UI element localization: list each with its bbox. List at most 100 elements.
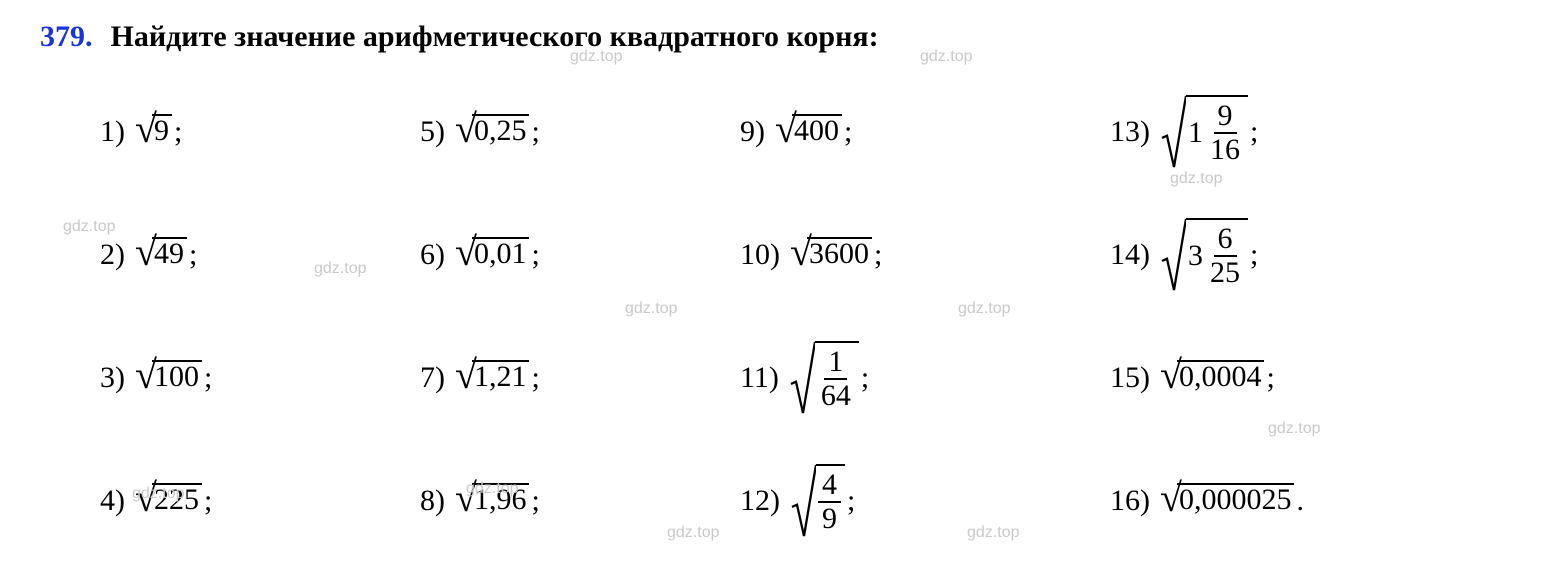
sqrt-expression: 1916	[1160, 95, 1248, 169]
radicand: 3625	[1186, 218, 1248, 292]
item-number: 7)	[420, 361, 445, 395]
item-number: 16)	[1110, 484, 1150, 518]
sqrt-expression: √225	[135, 477, 202, 524]
denominator: 25	[1206, 257, 1244, 288]
item-number: 9)	[740, 115, 765, 149]
sqrt-sign-icon	[1160, 218, 1186, 292]
punctuation: ;	[531, 484, 539, 518]
radicand: 0,0004	[1177, 360, 1265, 394]
sqrt-expression: √1,21	[455, 354, 529, 401]
items-grid: 1)√9;2)√49;3)√100;4)√225; 5)√0,25;6)√0,0…	[40, 84, 1524, 548]
problem-header: 379. Найдите значение арифметического кв…	[40, 20, 1524, 54]
sqrt-expression: 3625	[1160, 218, 1248, 292]
column-1: 1)√9;2)√49;3)√100;4)√225;	[100, 84, 380, 548]
punctuation: ;	[204, 361, 212, 395]
denominator: 64	[817, 380, 855, 411]
radicand: 164	[815, 341, 859, 415]
sqrt-expression: √49	[135, 231, 187, 278]
denominator: 16	[1206, 134, 1244, 165]
numerator: 4	[818, 470, 841, 503]
denominator: 9	[818, 503, 841, 534]
problem-item: 10) √3600;	[740, 207, 1070, 302]
column-2: 5) √0,25; 6) √0,01; 7) √1,21; 8) √1,96;	[420, 84, 700, 548]
fraction: 916	[1206, 101, 1244, 165]
item-number: 6)	[420, 238, 445, 272]
sqrt-expression: √3600	[790, 231, 872, 278]
punctuation: ;	[531, 238, 539, 272]
punctuation: ;	[1266, 361, 1274, 395]
radicand: 225	[152, 483, 202, 517]
problem-title: Найдите значение арифметического квадрат…	[111, 20, 879, 54]
whole-part: 3	[1188, 239, 1203, 273]
item-number: 1)	[100, 115, 125, 149]
sqrt-expression: √0,25	[455, 108, 529, 155]
radicand: 0,000025	[1177, 483, 1295, 517]
punctuation: ;	[874, 238, 882, 272]
problem-item: 1) √9;	[100, 84, 380, 179]
radicand: 0,25	[472, 114, 530, 148]
punctuation: ;	[174, 115, 182, 149]
radicand: 49	[816, 464, 845, 538]
punctuation: ;	[861, 361, 869, 395]
radicand: 1916	[1186, 95, 1248, 169]
sqrt-expression: 49	[790, 464, 845, 538]
radicand: 1,21	[472, 360, 530, 394]
item-number: 11)	[740, 361, 779, 395]
item-number: 15)	[1110, 361, 1150, 395]
problem-item: 4)√225;	[100, 453, 380, 548]
problem-item: 3)√100;	[100, 330, 380, 425]
numerator: 1	[824, 347, 847, 380]
problem-item: 8) √1,96;	[420, 453, 700, 548]
radicand: 1,96	[472, 483, 530, 517]
fraction: 164	[817, 347, 855, 411]
problem-item: 13) 1916;	[1110, 84, 1470, 179]
sqrt-sign-icon	[1160, 95, 1186, 169]
item-number: 14)	[1110, 238, 1150, 272]
sqrt-expression: √0,01	[455, 231, 529, 278]
punctuation: ;	[1250, 115, 1258, 149]
radicand: 49	[152, 237, 187, 271]
punctuation: ;	[1250, 238, 1258, 272]
item-number: 12)	[740, 484, 780, 518]
numerator: 6	[1214, 224, 1237, 257]
punctuation: ;	[531, 115, 539, 149]
column-4: 13) 1916;14) 3625;15)√0,0004;16)√0,00002…	[1110, 84, 1470, 548]
problem-item: 11) 164;	[740, 330, 1070, 425]
sqrt-sign-icon	[790, 464, 816, 538]
sqrt-expression: √400	[775, 108, 842, 155]
item-number: 8)	[420, 484, 445, 518]
problem-item: 15)√0,0004;	[1110, 330, 1470, 425]
item-number: 5)	[420, 115, 445, 149]
radicand: 100	[152, 360, 202, 394]
mixed-number: 1916	[1188, 101, 1244, 165]
sqrt-sign-icon	[789, 341, 815, 415]
problem-item: 6) √0,01;	[420, 207, 700, 302]
radicand: 3600	[807, 237, 872, 271]
problem-item: 14) 3625;	[1110, 207, 1470, 302]
sqrt-expression: 164	[789, 341, 859, 415]
problem-item: 9) √400;	[740, 84, 1070, 179]
whole-part: 1	[1188, 116, 1203, 150]
problem-number: 379.	[40, 20, 93, 54]
item-number: 13)	[1110, 115, 1150, 149]
fraction: 625	[1206, 224, 1244, 288]
radicand: 9	[152, 114, 172, 148]
item-number: 2)	[100, 238, 125, 272]
numerator: 9	[1214, 101, 1237, 134]
punctuation: ;	[189, 238, 197, 272]
problem-item: 2) √49;	[100, 207, 380, 302]
problem-item: 5) √0,25;	[420, 84, 700, 179]
problem-item: 16)√0,000025.	[1110, 453, 1470, 548]
column-3: 9)√400;10)√3600;11) 164;12) 49;	[740, 84, 1070, 548]
punctuation: ;	[844, 115, 852, 149]
sqrt-expression: √1,96	[455, 477, 529, 524]
punctuation: ;	[204, 484, 212, 518]
problem-item: 7) √1,21;	[420, 330, 700, 425]
punctuation: ;	[847, 484, 855, 518]
sqrt-expression: √0,000025	[1160, 477, 1294, 524]
punctuation: ;	[531, 361, 539, 395]
sqrt-expression: √9	[135, 108, 172, 155]
item-number: 10)	[740, 238, 780, 272]
radicand: 400	[792, 114, 842, 148]
mixed-number: 3625	[1188, 224, 1244, 288]
